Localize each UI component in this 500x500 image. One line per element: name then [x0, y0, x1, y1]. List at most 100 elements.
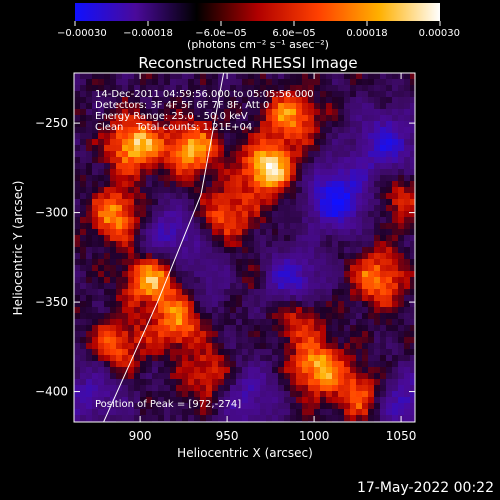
image-pixel [284, 337, 291, 344]
image-pixel [350, 169, 357, 176]
image-pixel [296, 259, 303, 266]
image-pixel [188, 307, 195, 314]
image-pixel [284, 217, 291, 224]
image-pixel [284, 115, 291, 122]
image-pixel [266, 361, 273, 368]
image-cells [74, 73, 415, 422]
image-pixel [314, 79, 321, 86]
image-pixel [338, 277, 345, 284]
image-pixel [350, 73, 357, 80]
image-pixel [182, 163, 189, 170]
image-pixel [86, 265, 93, 272]
image-pixel [320, 157, 327, 164]
image-pixel [176, 91, 183, 98]
image-pixel [410, 169, 415, 176]
image-pixel [410, 103, 415, 110]
image-pixel [290, 73, 297, 80]
image-pixel [392, 259, 399, 266]
image-pixel [134, 295, 141, 302]
image-pixel [224, 229, 231, 236]
image-pixel [212, 211, 219, 218]
image-pixel [182, 385, 189, 392]
image-pixel [194, 169, 201, 176]
image-pixel [296, 127, 303, 134]
image-pixel [230, 403, 237, 410]
image-pixel [362, 307, 369, 314]
image-pixel [80, 355, 87, 362]
image-pixel [386, 79, 393, 86]
image-pixel [98, 391, 105, 398]
image-pixel [332, 229, 339, 236]
image-pixel [260, 199, 267, 206]
image-pixel [194, 397, 201, 404]
image-pixel [140, 343, 147, 350]
image-pixel [146, 97, 153, 104]
image-pixel [230, 229, 237, 236]
image-pixel [176, 319, 183, 326]
image-pixel [98, 229, 105, 236]
image-pixel [314, 121, 321, 128]
image-pixel [320, 253, 327, 260]
image-pixel [248, 163, 255, 170]
image-pixel [332, 73, 339, 80]
image-pixel [224, 103, 231, 110]
image-pixel [302, 415, 309, 422]
image-pixel [278, 229, 285, 236]
image-pixel [290, 163, 297, 170]
image-pixel [368, 175, 375, 182]
image-pixel [170, 127, 177, 134]
image-pixel [362, 319, 369, 326]
image-pixel [344, 127, 351, 134]
image-pixel [386, 91, 393, 98]
image-pixel [374, 187, 381, 194]
image-pixel [320, 127, 327, 134]
image-pixel [410, 97, 415, 104]
image-pixel [290, 133, 297, 140]
image-pixel [260, 379, 267, 386]
image-pixel [92, 235, 99, 242]
image-pixel [344, 385, 351, 392]
image-pixel [80, 325, 87, 332]
image-pixel [146, 379, 153, 386]
image-pixel [170, 139, 177, 146]
image-pixel [104, 217, 111, 224]
image-pixel [92, 187, 99, 194]
image-pixel [302, 235, 309, 242]
image-pixel [368, 355, 375, 362]
image-pixel [278, 85, 285, 92]
image-pixel [98, 379, 105, 386]
image-pixel [128, 121, 135, 128]
image-pixel [404, 127, 411, 134]
image-pixel [296, 199, 303, 206]
image-pixel [170, 319, 177, 326]
image-pixel [284, 385, 291, 392]
image-pixel [392, 115, 399, 122]
image-pixel [368, 259, 375, 266]
image-pixel [182, 379, 189, 386]
image-pixel [128, 229, 135, 236]
image-pixel [236, 79, 243, 86]
image-pixel [176, 199, 183, 206]
image-pixel [296, 409, 303, 416]
image-pixel [290, 205, 297, 212]
image-pixel [110, 259, 117, 266]
image-pixel [218, 253, 225, 260]
image-pixel [344, 271, 351, 278]
image-pixel [182, 409, 189, 416]
image-pixel [158, 301, 165, 308]
image-pixel [242, 289, 249, 296]
image-pixel [176, 163, 183, 170]
image-pixel [158, 379, 165, 386]
image-pixel [326, 163, 333, 170]
image-pixel [128, 367, 135, 374]
colorbar-tick-label: 0.00030 [419, 28, 460, 39]
image-pixel [350, 385, 357, 392]
image-pixel [338, 247, 345, 254]
image-pixel [374, 271, 381, 278]
image-pixel [80, 385, 87, 392]
image-pixel [164, 277, 171, 284]
image-pixel [134, 211, 141, 218]
image-pixel [410, 235, 415, 242]
image-pixel [254, 223, 261, 230]
image-pixel [362, 397, 369, 404]
